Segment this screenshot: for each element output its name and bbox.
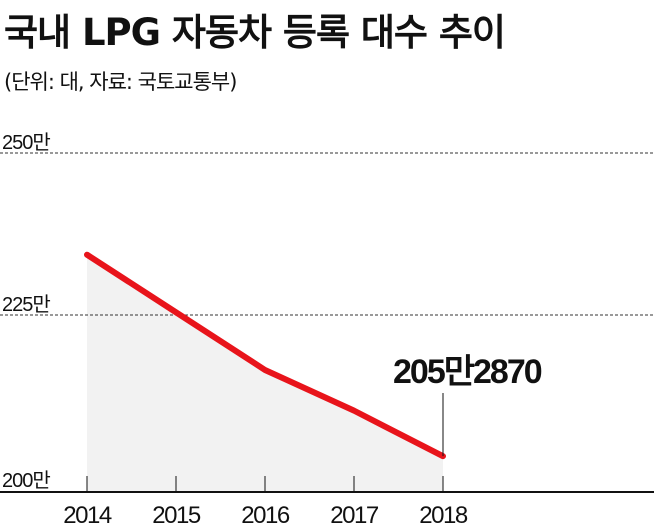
y-tick-label: 200만 bbox=[2, 469, 50, 492]
x-tick-label: 2018 bbox=[419, 502, 468, 527]
chart-title: 국내 LPG 자동차 등록 대수 추이 bbox=[4, 11, 506, 54]
chart-subtitle: (단위: 대, 자료: 국토교통부) bbox=[4, 70, 237, 94]
x-tick-label: 2014 bbox=[63, 502, 112, 527]
y-tick-label: 250만 bbox=[2, 131, 50, 154]
annotation-label: 205만2870 bbox=[393, 353, 542, 391]
x-tick-label: 2016 bbox=[241, 502, 290, 527]
y-tick-label: 225만 bbox=[2, 293, 50, 316]
x-tick-label: 2015 bbox=[152, 502, 201, 527]
x-tick-label: 2017 bbox=[330, 502, 379, 527]
